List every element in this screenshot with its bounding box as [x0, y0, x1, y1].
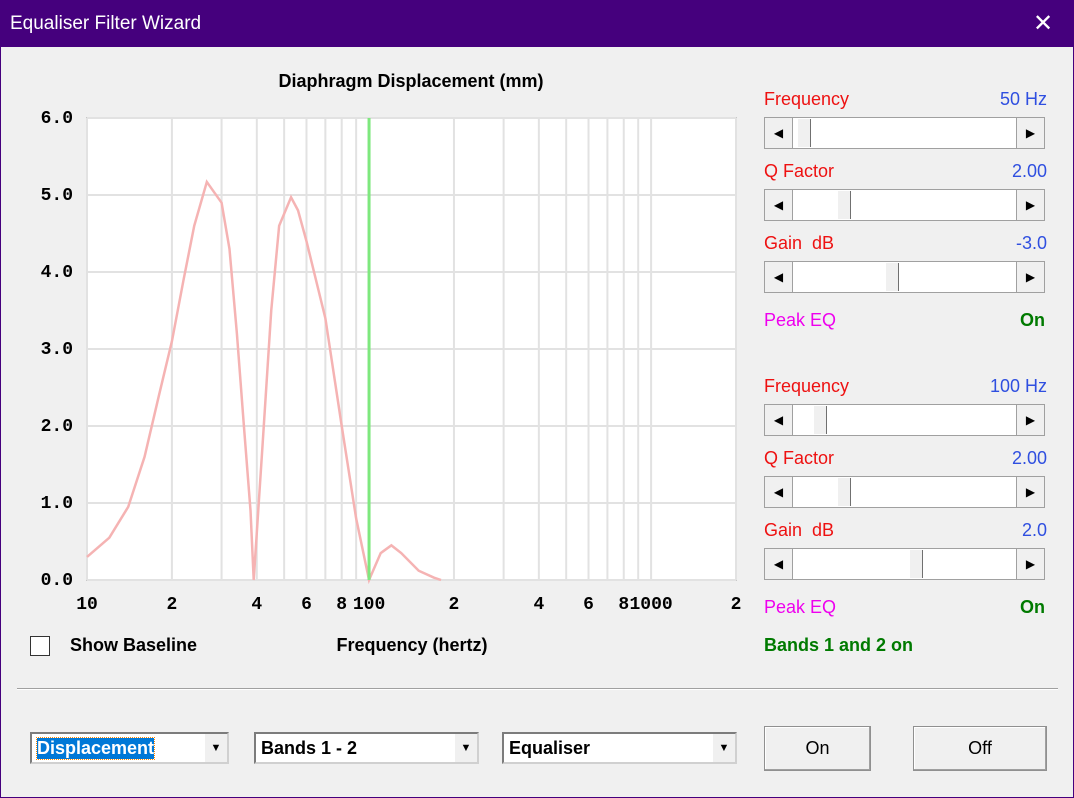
y-tick-label: 4.0 — [41, 263, 73, 283]
param-label: Frequency — [764, 376, 850, 396]
x-tick-label: 6 — [583, 595, 594, 615]
close-button[interactable]: ✕ — [1033, 10, 1054, 37]
checkbox[interactable] — [30, 636, 50, 656]
mode-label: Peak EQ — [764, 597, 837, 617]
slider[interactable]: ◀ ▶ — [764, 189, 1045, 221]
dropdown[interactable]: Equaliser ▼ — [502, 732, 737, 764]
y-tick-label: 1.0 — [41, 494, 73, 514]
x-tick-label: 100 — [353, 595, 385, 615]
y-tick-label: 3.0 — [41, 340, 73, 360]
dropdown-value: Displacement — [35, 737, 156, 760]
dropdown-button[interactable]: ▼ — [205, 734, 227, 762]
x-tick-label: 8 — [336, 595, 347, 615]
dropdown[interactable]: Bands 1 - 2 ▼ — [254, 732, 479, 764]
dropdown[interactable]: Displacement ▼ — [30, 732, 229, 764]
x-tick-label: 10 — [76, 595, 98, 615]
title-bar: Equaliser Filter Wizard ✕ — [1, 1, 1073, 47]
dropdown-value: Bands 1 - 2 — [261, 738, 358, 758]
slider-left[interactable]: ◀ — [765, 477, 793, 507]
checkbox-label[interactable]: Show Baseline — [70, 635, 198, 655]
slider-right[interactable]: ▶ — [1016, 549, 1044, 579]
slider-left[interactable]: ◀ — [765, 262, 793, 292]
slider[interactable]: ◀ ▶ — [764, 261, 1045, 293]
slider-right[interactable]: ▶ — [1016, 190, 1044, 220]
slider[interactable]: ◀ ▶ — [764, 404, 1045, 436]
x-tick-label: 4 — [533, 595, 544, 615]
y-tick-label: 5.0 — [41, 186, 73, 206]
mode-state: On — [1020, 310, 1045, 330]
off-button[interactable]: Off — [913, 726, 1047, 771]
param-value: 50 Hz — [999, 89, 1047, 109]
slider-left[interactable]: ◀ — [765, 118, 793, 148]
param-label: Gain dB — [764, 233, 835, 253]
y-tick-label: 6.0 — [41, 109, 73, 129]
dropdown-button[interactable]: ▼ — [455, 734, 477, 762]
param-label: Frequency — [764, 89, 850, 109]
x-tick-label: 1000 — [629, 595, 672, 615]
data-line — [86, 179, 442, 585]
y-tick-label: 2.0 — [41, 417, 73, 437]
slider-right[interactable]: ▶ — [1016, 118, 1044, 148]
x-tick-label: 4 — [251, 595, 262, 615]
mode-label: Peak EQ — [764, 310, 837, 330]
slider-thumb[interactable] — [837, 478, 851, 506]
separator — [17, 688, 1058, 690]
param-value: 2.00 — [1011, 448, 1047, 468]
slider-left[interactable]: ◀ — [765, 549, 793, 579]
x-tick-label: 2 — [449, 595, 460, 615]
slider-right[interactable]: ▶ — [1016, 405, 1044, 435]
slider[interactable]: ◀ ▶ — [764, 476, 1045, 508]
param-value: 2.00 — [1011, 161, 1047, 181]
slider-thumb[interactable] — [813, 406, 827, 434]
window-title: Equaliser Filter Wizard — [10, 13, 202, 34]
dropdown-value: Equaliser — [509, 738, 591, 758]
slider-thumb[interactable] — [837, 191, 851, 219]
slider-left[interactable]: ◀ — [765, 405, 793, 435]
param-label: Q Factor — [764, 448, 835, 468]
slider[interactable]: ◀ ▶ — [764, 548, 1045, 580]
x-axis-label: Frequency (hertz) — [336, 635, 487, 655]
chart-title: Diaphragm Displacement (mm) — [278, 71, 543, 91]
param-value: 2.0 — [1021, 520, 1047, 540]
slider-left[interactable]: ◀ — [765, 190, 793, 220]
param-label: Gain dB — [764, 520, 835, 540]
param-label: Q Factor — [764, 161, 835, 181]
x-tick-label: 8 — [618, 595, 629, 615]
y-tick-label: 0.0 — [41, 571, 73, 591]
status: Bands 1 and 2 on — [764, 635, 914, 655]
x-tick-label: 2 — [731, 595, 742, 615]
x-tick-label: 6 — [301, 595, 312, 615]
slider[interactable]: ◀ ▶ — [764, 117, 1045, 149]
slider-thumb[interactable] — [797, 119, 811, 147]
slider-thumb[interactable] — [885, 263, 899, 291]
mode-state: On — [1020, 597, 1045, 617]
slider-right[interactable]: ▶ — [1016, 262, 1044, 292]
dropdown-button[interactable]: ▼ — [713, 734, 735, 762]
slider-right[interactable]: ▶ — [1016, 477, 1044, 507]
param-value: -3.0 — [1015, 233, 1047, 253]
slider-thumb[interactable] — [909, 550, 923, 578]
param-value: 100 Hz — [989, 376, 1047, 396]
x-tick-label: 2 — [166, 595, 177, 615]
on-button[interactable]: On — [764, 726, 871, 771]
chart: Diaphragm Displacement (mm) Frequency (h… — [41, 71, 742, 655]
